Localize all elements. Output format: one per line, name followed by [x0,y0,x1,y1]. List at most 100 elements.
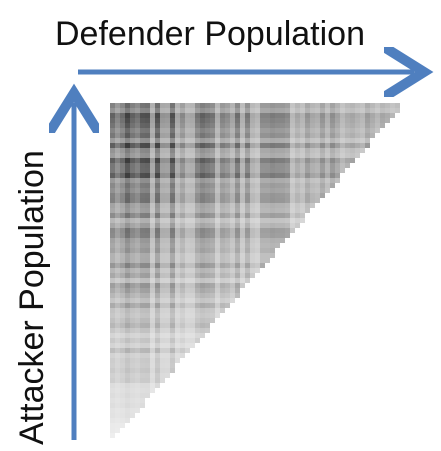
heatmap-cell [190,178,195,183]
heatmap-cell [115,233,120,238]
heatmap-cell [210,263,215,268]
heatmap-cell [265,198,270,203]
heatmap-cell [215,283,220,288]
heatmap-cell [200,103,205,108]
heatmap-cell [225,233,230,238]
heatmap-cell [165,278,170,283]
heatmap-cell [365,103,370,108]
heatmap-cell [115,168,120,173]
heatmap-cell [275,103,280,108]
heatmap-cell [285,113,290,118]
heatmap-cell [195,113,200,118]
heatmap-cell [250,228,255,233]
heatmap-cell [275,198,280,203]
heatmap-cell [125,393,130,398]
heatmap-cell [115,303,120,308]
heatmap-cell [180,318,185,323]
heatmap-cell [205,263,210,268]
heatmap-cell [250,123,255,128]
heatmap-cell [265,153,270,158]
heatmap-cell [160,368,165,373]
heatmap-cell [110,108,115,113]
heatmap-cell [175,188,180,193]
heatmap-cell [275,238,280,243]
heatmap-cell [235,208,240,213]
heatmap-cell [370,123,375,128]
heatmap-cell [220,263,225,268]
heatmap-cell [265,243,270,248]
heatmap-cell [290,133,295,138]
heatmap-cell [225,278,230,283]
heatmap-cell [245,203,250,208]
heatmap-cell [250,133,255,138]
heatmap-cell [115,403,120,408]
heatmap-cell [170,353,175,358]
heatmap-cell [155,298,160,303]
heatmap-cell [320,133,325,138]
heatmap-cell [175,253,180,258]
heatmap-cell [350,153,355,158]
heatmap-cell [220,173,225,178]
heatmap-cell [275,243,280,248]
heatmap-cell [120,153,125,158]
heatmap-cell [150,293,155,298]
heatmap-cell [340,158,345,163]
heatmap-cell [110,423,115,428]
heatmap-cell [285,133,290,138]
heatmap-cell [295,133,300,138]
heatmap-cell [225,138,230,143]
heatmap-cell [215,293,220,298]
heatmap-cell [170,328,175,333]
heatmap-cell [130,393,135,398]
heatmap-cell [145,323,150,328]
heatmap-cell [260,103,265,108]
heatmap-cell [245,183,250,188]
heatmap-cell [235,288,240,293]
heatmap-cell [280,173,285,178]
heatmap-cell [155,108,160,113]
heatmap-cell [110,223,115,228]
heatmap-cell [185,188,190,193]
heatmap-cell [245,233,250,238]
heatmap-cell [175,173,180,178]
heatmap-cell [325,183,330,188]
heatmap-cell [140,383,145,388]
heatmap-cell [220,118,225,123]
heatmap-cell [155,118,160,123]
heatmap-cell [345,108,350,113]
heatmap-cell [310,163,315,168]
heatmap-cell [255,198,260,203]
heatmap-cell [320,178,325,183]
heatmap-cell [375,118,380,123]
heatmap-cell [205,113,210,118]
heatmap-cell [230,283,235,288]
heatmap-cell [110,428,115,433]
heatmap-cell [145,213,150,218]
heatmap-cell [165,103,170,108]
heatmap-cell [200,333,205,338]
heatmap-cell [195,238,200,243]
heatmap-cell [265,133,270,138]
heatmap-cell [310,138,315,143]
heatmap-cell [145,378,150,383]
heatmap-cell [345,128,350,133]
heatmap-cell [270,253,275,258]
heatmap-cell [250,243,255,248]
heatmap-cell [135,293,140,298]
heatmap-cell [310,153,315,158]
heatmap-cell [115,308,120,313]
heatmap-cell [125,148,130,153]
heatmap-cell [370,113,375,118]
heatmap-cell [135,148,140,153]
heatmap-cell [175,303,180,308]
heatmap-cell [210,248,215,253]
heatmap-cell [330,153,335,158]
heatmap-cell [135,303,140,308]
heatmap-cell [270,173,275,178]
heatmap-cell [180,303,185,308]
heatmap-cell [140,288,145,293]
heatmap-cell [285,158,290,163]
heatmap-cell [135,188,140,193]
heatmap-cell [165,198,170,203]
heatmap-cell [190,253,195,258]
